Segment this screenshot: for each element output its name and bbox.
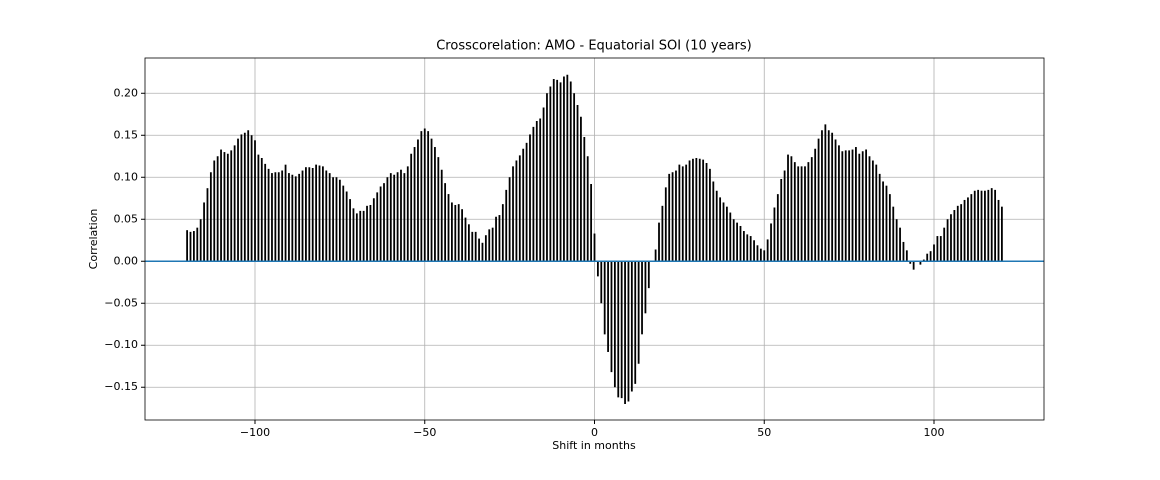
x-tick-label: 50 xyxy=(757,426,771,439)
x-axis-label: Shift in months xyxy=(552,439,636,452)
y-tick-label: −0.10 xyxy=(104,338,138,351)
x-tick-label: −50 xyxy=(413,426,436,439)
y-tick-label: 0.05 xyxy=(114,212,139,225)
y-tick-label: −0.15 xyxy=(104,380,138,393)
y-tick-label: 0.20 xyxy=(114,86,139,99)
y-tick-label: −0.05 xyxy=(104,296,138,309)
x-tick-label: 100 xyxy=(924,426,945,439)
chart-title: Crosscorelation: AMO - Equatorial SOI (1… xyxy=(436,39,752,54)
y-axis-label: Correlation xyxy=(87,209,100,270)
x-tick-label: 0 xyxy=(591,426,598,439)
plot-frame xyxy=(144,57,1045,421)
y-tick-label: 0.10 xyxy=(114,170,139,183)
x-tick-label: −100 xyxy=(240,426,270,439)
y-tick-label: 0.15 xyxy=(114,128,139,141)
y-tick-label: 0.00 xyxy=(114,254,139,267)
